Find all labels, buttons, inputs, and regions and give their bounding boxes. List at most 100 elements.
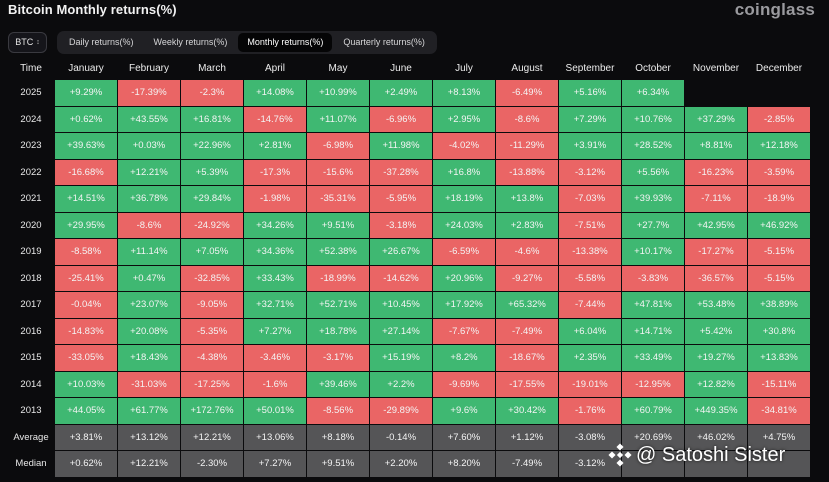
return-cell: -6.96% [370,106,432,132]
return-cell: +27.7% [622,212,684,238]
summary-row-average: Average +3.81% +13.12% +12.21% +13.06% +8.18%… [8,424,810,450]
watermark-text: @ Satoshi Sister [636,443,786,466]
return-cell: +65.32% [496,292,558,318]
return-cell: +27.14% [370,318,432,344]
return-cell: -35.31% [307,186,369,212]
return-cell: -36.57% [685,265,747,291]
return-cell: +24.03% [433,212,495,238]
return-cell: +5.16% [559,80,621,106]
return-cell: -3.83% [622,265,684,291]
return-cell: -19.01% [559,371,621,397]
return-cell: -14.62% [370,265,432,291]
return-cell: +34.26% [244,212,306,238]
return-cell: -37.28% [370,159,432,185]
column-header-april: April [264,63,285,74]
table-row: 2019 -8.58% +11.14% +7.05% +34.36% +52.38% +26… [8,239,810,265]
return-cell: +19.27% [685,345,747,371]
page-title: Bitcoin Monthly returns(%) [8,2,177,17]
column-header-november: November [692,63,740,74]
summary-cell: +12.21% [181,424,243,450]
return-cell: -8.6% [118,212,180,238]
return-cell: +16.8% [433,159,495,185]
return-cell: +50.01% [244,398,306,424]
return-cell: +10.76% [622,106,684,132]
return-cell: +32.71% [244,292,306,318]
column-header-march: March [198,63,226,74]
return-cell: -25.41% [55,265,117,291]
return-cell: -14.76% [244,106,306,132]
return-cell: -3.17% [307,345,369,371]
return-cell: -24.92% [181,212,243,238]
return-cell: +23.07% [118,292,180,318]
summary-cell: +3.81% [55,424,117,450]
return-cell: -3.46% [244,345,306,371]
return-cell: -2.3% [181,80,243,106]
column-header-december: December [755,63,803,74]
column-header-october: October [635,63,671,74]
return-cell: +2.49% [370,80,432,106]
column-header-september: September [565,63,615,74]
return-cell: +26.67% [370,239,432,265]
return-cell: +8.81% [685,133,747,159]
return-cell: +7.29% [559,106,621,132]
return-cell: -13.38% [559,239,621,265]
return-cell: -18.67% [496,345,558,371]
summary-row-label: Average [13,431,49,443]
return-cell: +9.6% [433,398,495,424]
return-cell: +11.98% [370,133,432,159]
return-cell: +11.07% [307,106,369,132]
return-cell: -18.9% [748,186,810,212]
summary-cell: +0.62% [55,451,117,477]
summary-cell: +4.75% [748,424,810,450]
return-cell: +0.62% [55,106,117,132]
return-cell: +42.95% [685,212,747,238]
return-cell: -5.35% [181,318,243,344]
summary-cell: +46.02% [685,424,747,450]
row-year-label: 2015 [20,352,42,364]
asset-selector[interactable]: BTC ↕ [8,31,47,53]
return-cell: +14.71% [622,318,684,344]
tab-daily-returns[interactable]: Daily returns(%) [69,37,134,47]
row-year-label: 2018 [20,272,42,284]
tab-monthly-returns[interactable]: Monthly returns(%) [238,32,333,52]
return-cell: -8.56% [307,398,369,424]
row-year-label: 2024 [20,113,42,125]
table-row: 2024 +0.62% +43.55% +16.81% -14.76% +11.07% -6… [8,106,810,132]
return-cell: -0.04% [55,292,117,318]
tab-weekly-returns[interactable]: Weekly returns(%) [153,37,228,47]
summary-cell: +7.60% [433,424,495,450]
return-cell: -16.68% [55,159,117,185]
return-cell: -9.69% [433,371,495,397]
return-cell: -17.27% [685,239,747,265]
return-cell: +2.35% [559,345,621,371]
return-cell: -8.6% [496,106,558,132]
row-year-label: 2025 [20,87,42,99]
summary-cell [622,451,684,477]
return-cell: +36.78% [118,186,180,212]
summary-cell: +13.12% [118,424,180,450]
return-cell: -13.88% [496,159,558,185]
return-cell: -5.95% [370,186,432,212]
return-cell: +6.34% [622,80,684,106]
table-header-row: Time January February March April May June Jul… [8,58,810,79]
return-cell: +9.29% [55,80,117,106]
summary-cell: +12.21% [118,451,180,477]
summary-cell [685,451,747,477]
return-cell: +13.83% [748,345,810,371]
return-cell: +38.89% [748,292,810,318]
return-cell: +8.2% [433,345,495,371]
return-cell: +0.47% [118,265,180,291]
return-cell: +33.43% [244,265,306,291]
return-cell: +33.49% [622,345,684,371]
return-cell: +14.08% [244,80,306,106]
return-cell: -29.89% [370,398,432,424]
return-cell: +16.81% [181,106,243,132]
row-year-label: 2019 [20,246,42,258]
return-cell: +5.56% [622,159,684,185]
return-cell: +172.76% [181,398,243,424]
return-cell: +449.35% [685,398,747,424]
return-cell: +11.14% [118,239,180,265]
tab-quarterly-returns[interactable]: Quarterly returns(%) [343,37,425,47]
return-cell: +2.81% [244,133,306,159]
return-cell: -7.03% [559,186,621,212]
